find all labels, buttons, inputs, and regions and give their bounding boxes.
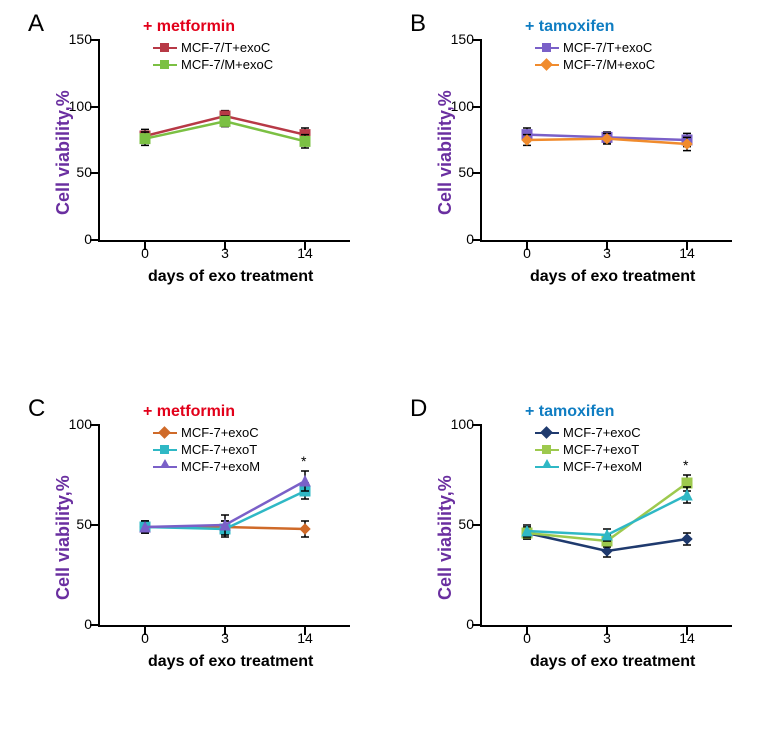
legend-marker-icon	[540, 58, 553, 71]
legend-row: MCF-7+exoM	[535, 459, 642, 474]
y-tick-label: 0	[62, 231, 92, 247]
drug-label: + metformin	[143, 403, 235, 421]
legend-swatch	[535, 466, 559, 468]
panel-label: C	[28, 395, 45, 423]
legend-row: MCF-7+exoT	[535, 442, 642, 457]
drug-label: + tamoxifen	[525, 18, 614, 36]
legend: MCF-7+exoC MCF-7+exoT MCF-7+exoM	[153, 425, 260, 476]
y-tick-label: 150	[444, 31, 474, 47]
legend-label: MCF-7+exoT	[563, 442, 639, 457]
legend-marker-icon	[160, 445, 169, 454]
legend-swatch	[153, 449, 177, 451]
figure-page: { "global": { "ylabel": "Cell viability,…	[0, 0, 771, 733]
legend-swatch	[535, 449, 559, 451]
legend-label: MCF-7+exoC	[181, 425, 259, 440]
y-tick-label: 0	[444, 616, 474, 632]
legend-label: MCF-7+exoT	[181, 442, 257, 457]
legend-label: MCF-7/T+exoC	[563, 40, 652, 55]
y-tick-label: 0	[444, 231, 474, 247]
legend: MCF-7+exoC MCF-7+exoT MCF-7+exoM	[535, 425, 642, 476]
legend-swatch	[153, 432, 177, 434]
y-axis-label: Cell viability,%	[435, 90, 456, 215]
y-axis-label: Cell viability,%	[435, 475, 456, 600]
legend-row: MCF-7+exoC	[535, 425, 642, 440]
legend-row: MCF-7/T+exoC	[535, 40, 655, 55]
legend-label: MCF-7/T+exoC	[181, 40, 270, 55]
x-axis-label: days of exo treatment	[148, 268, 313, 286]
panel-label: A	[28, 10, 44, 38]
legend-swatch	[153, 64, 177, 66]
panel-label: D	[410, 395, 427, 423]
legend-row: MCF-7/M+exoC	[535, 57, 655, 72]
legend-swatch	[535, 47, 559, 49]
legend-label: MCF-7+exoC	[563, 425, 641, 440]
data-marker	[300, 136, 310, 146]
data-marker	[300, 524, 310, 534]
panel-a: A+ metformin0501001500314Cell viability,…	[28, 10, 368, 310]
data-marker	[682, 534, 692, 544]
x-tick-label: 14	[679, 245, 695, 261]
legend-label: MCF-7/M+exoC	[181, 57, 273, 72]
legend-marker-icon	[160, 60, 169, 69]
drug-label: + tamoxifen	[525, 403, 614, 421]
x-axis-label: days of exo treatment	[530, 268, 695, 286]
panel-label: B	[410, 10, 426, 38]
data-marker	[220, 116, 230, 126]
x-tick-label: 0	[141, 245, 149, 261]
legend-marker-icon	[540, 426, 553, 439]
legend-marker-icon	[542, 459, 552, 468]
legend-row: MCF-7/M+exoC	[153, 57, 273, 72]
legend-label: MCF-7+exoM	[563, 459, 642, 474]
x-axis-label: days of exo treatment	[530, 653, 695, 671]
y-axis-label: Cell viability,%	[53, 90, 74, 215]
y-tick-label: 150	[62, 31, 92, 47]
legend-row: MCF-7+exoM	[153, 459, 260, 474]
panel-c: C+ metformin0501000314*Cell viability,%d…	[28, 395, 368, 695]
x-tick-label: 3	[603, 630, 611, 646]
x-tick-label: 0	[523, 630, 531, 646]
panel-b: B+ tamoxifen0501001500314Cell viability,…	[410, 10, 750, 310]
significance-annotation: *	[301, 453, 306, 469]
y-tick-label: 100	[444, 416, 474, 432]
significance-annotation: *	[683, 457, 688, 473]
legend-marker-icon	[160, 459, 170, 468]
legend-label: MCF-7+exoM	[181, 459, 260, 474]
x-tick-label: 3	[603, 245, 611, 261]
data-marker	[140, 134, 150, 144]
x-tick-label: 14	[297, 245, 313, 261]
legend-row: MCF-7+exoC	[153, 425, 260, 440]
legend: MCF-7/T+exoC MCF-7/M+exoC	[153, 40, 273, 74]
x-tick-label: 14	[679, 630, 695, 646]
legend-marker-icon	[542, 445, 551, 454]
legend-swatch	[153, 466, 177, 468]
legend-marker-icon	[160, 43, 169, 52]
legend-marker-icon	[542, 43, 551, 52]
drug-label: + metformin	[143, 18, 235, 36]
data-marker	[300, 476, 310, 486]
x-tick-label: 3	[221, 245, 229, 261]
panel-d: D+ tamoxifen0501000314*Cell viability,%d…	[410, 395, 750, 695]
legend: MCF-7/T+exoC MCF-7/M+exoC	[535, 40, 655, 74]
legend-label: MCF-7/M+exoC	[563, 57, 655, 72]
x-tick-label: 3	[221, 630, 229, 646]
legend-swatch	[535, 432, 559, 434]
legend-swatch	[153, 47, 177, 49]
legend-row: MCF-7+exoT	[153, 442, 260, 457]
y-axis-label: Cell viability,%	[53, 475, 74, 600]
x-tick-label: 14	[297, 630, 313, 646]
legend-marker-icon	[158, 426, 171, 439]
x-tick-label: 0	[141, 630, 149, 646]
y-tick-label: 0	[62, 616, 92, 632]
legend-swatch	[535, 64, 559, 66]
legend-row: MCF-7/T+exoC	[153, 40, 273, 55]
x-tick-label: 0	[523, 245, 531, 261]
x-axis-label: days of exo treatment	[148, 653, 313, 671]
y-tick-label: 100	[62, 416, 92, 432]
